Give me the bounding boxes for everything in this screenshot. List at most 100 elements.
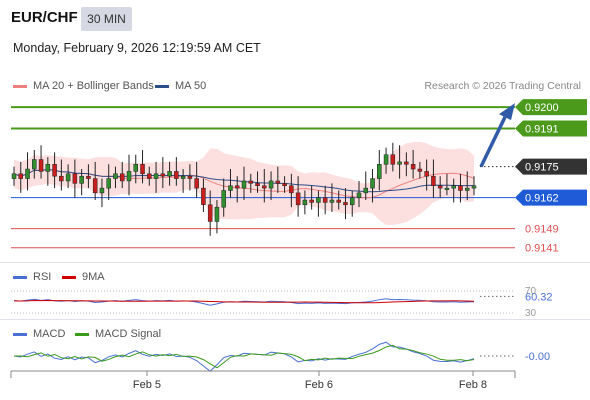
legend-label: MACD Signal [95,328,162,340]
legend-swatch [13,332,27,336]
candle-body [201,187,206,206]
candle-body [32,159,37,170]
candle-body [160,173,166,177]
panel-divider [0,262,590,263]
candle-body [464,187,470,191]
candle-body [404,161,409,165]
candle-body [302,199,308,206]
candle-body [72,173,78,184]
candle-body [180,175,186,179]
candle-body [343,202,348,206]
candle-body [268,180,274,189]
candle-body [234,185,240,189]
resistance-price-label: 0.9200 [525,102,559,114]
candle-body [329,199,335,203]
resistance-price-badge [515,120,587,137]
candle-body [349,197,355,206]
legend-rsi-ma: 9MA [62,271,105,283]
panel-divider [0,319,590,320]
candle-body [99,187,105,194]
candle-body [410,164,416,170]
timestamp: Monday, February 9, 2026 12:19:59 AM CET [13,41,261,55]
candle-body [119,173,125,182]
current-price-badge [515,158,587,175]
legend-label: MA 20 + Bollinger Bands [33,80,154,92]
rsi-ma-line [13,299,475,304]
candle-body [113,173,118,179]
legend-swatch [13,275,27,279]
candle-body [194,178,199,189]
candle-body [241,180,247,189]
candle-body [417,168,423,172]
legend-ma-bb: MA 20 + Bollinger Bands [13,80,154,92]
candle-body [458,185,463,191]
candle-body [228,185,233,191]
candle-body [187,175,193,179]
candle-body [79,175,84,184]
timeframe-badge[interactable]: 30 MIN [81,7,132,31]
candle-body [86,175,91,179]
candle-body [255,183,260,186]
candle-body [126,171,132,182]
macd-signal-line [14,344,475,369]
candle-body [140,164,145,175]
candle-body [153,173,159,179]
candle-body [92,178,98,194]
candle-body [431,175,436,186]
candle-body [363,187,369,194]
support-price-label: 0.9141 [525,243,559,255]
pivot-price-label: 0.9162 [525,193,559,205]
resistance-price-badge [515,99,587,116]
candle-body [295,192,301,206]
candle-body [52,164,57,177]
candle-body [167,171,172,177]
rsi-line [13,298,475,306]
chart-header: EUR/CHF 30 MIN [0,0,590,36]
forecast-arrow-shaft [479,116,507,168]
candle-body [356,192,362,198]
candle-body [383,154,389,165]
candle-body [106,178,111,189]
candle-body [11,173,17,179]
current-price-label: 0.9175 [525,162,559,174]
candle-body [370,178,375,189]
legend-macd-signal: MACD Signal [75,328,161,340]
legend-swatch [13,84,27,88]
candle-body [65,173,71,182]
time-tick-label: Feb 8 [459,379,487,391]
candle-body [18,173,24,179]
forecast-arrow-head [499,103,515,121]
symbol-title: EUR/CHF [11,9,78,26]
provider-credit: Research © 2026 Trading Central [424,80,581,92]
legend-rsi: RSI [13,271,51,283]
legend-macd: MACD [13,328,65,340]
time-tick-label: Feb 6 [305,379,333,391]
candle-body [275,180,281,184]
legend-label: 9MA [82,271,105,283]
candle-body [451,185,456,189]
candle-body [336,199,341,203]
candle-body [174,171,179,179]
candle-body [316,197,321,203]
candle-body [437,185,443,189]
legend-ma50: MA 50 [155,80,206,92]
candle-body [214,206,220,222]
candle-body [38,159,44,172]
candle-body [322,197,328,203]
candle-body [289,185,294,194]
legend-swatch [155,84,169,88]
legend-label: MACD [33,328,66,340]
candle-body [424,171,429,177]
macd-value-label: -0.00 [525,351,550,363]
legend-label: MA 50 [175,80,207,92]
legend-swatch [62,275,76,279]
candle-body [471,185,477,189]
candle-body [377,164,382,179]
candle-body [309,199,314,203]
rsi-level-label: 70 [525,286,537,297]
candle-body [221,190,226,208]
legend-swatch [75,332,89,336]
candle-body [444,187,450,190]
macd-line [13,341,475,372]
